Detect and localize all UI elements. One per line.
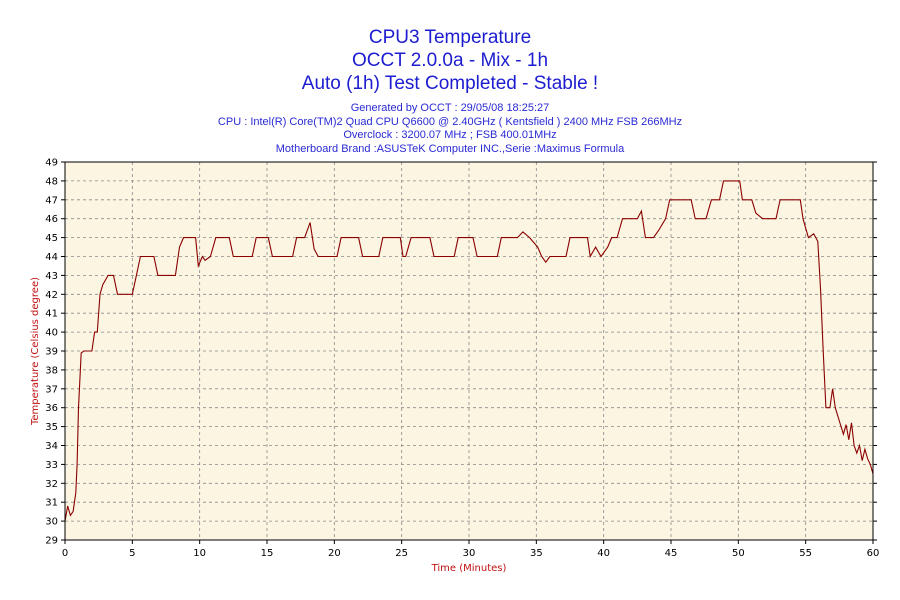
cpu-info: CPU : Intel(R) Core(TM)2 Quad CPU Q6600 … <box>217 115 683 128</box>
y-tick-label: 42 <box>45 290 58 301</box>
temperature-series-line <box>64 180 874 522</box>
motherboard-info: Motherboard Brand :ASUSTeK Computer INC.… <box>275 142 625 155</box>
y-tick-label: 46 <box>45 214 58 225</box>
chart-subtitle-status: Auto (1h) Test Completed - Stable ! <box>301 73 599 94</box>
x-tick-label: 10 <box>193 548 206 559</box>
y-tick-label: 41 <box>45 309 58 320</box>
y-tick-label: 40 <box>45 328 58 339</box>
overclock-info: Overclock : 3200.07 MHz ; FSB 400.01MHz <box>343 129 557 141</box>
x-tick-label: 50 <box>732 548 745 559</box>
y-tick-label: 36 <box>45 403 58 414</box>
y-tick-label: 39 <box>45 347 58 358</box>
x-tick-label: 45 <box>665 548 678 559</box>
x-tick-label: 60 <box>867 548 880 559</box>
y-tick-label: 31 <box>45 498 58 509</box>
y-tick-label: 34 <box>45 441 58 452</box>
y-tick-label: 35 <box>45 422 58 433</box>
x-tick-label: 0 <box>62 548 68 559</box>
x-tick-label: 20 <box>328 548 341 559</box>
y-tick-label: 33 <box>45 460 58 471</box>
generated-info: Generated by OCCT : 29/05/08 18:25:27 <box>350 102 550 114</box>
y-tick-label: 44 <box>45 252 58 263</box>
system-info-block: Generated by OCCT : 29/05/08 18:25:27 CP… <box>0 102 900 156</box>
y-tick-label: 30 <box>45 517 58 528</box>
x-axis-title: Time (Minutes) <box>431 563 507 574</box>
y-tick-label: 49 <box>45 158 58 169</box>
y-axis-title: Temperature (Celsius degree) <box>30 277 41 426</box>
y-tick-label: 43 <box>45 271 58 282</box>
chart-title: CPU3 Temperature <box>368 27 532 48</box>
x-tick-label: 30 <box>463 548 476 559</box>
grid-lines <box>65 162 873 540</box>
x-tick-label: 5 <box>129 548 135 559</box>
x-tick-label: 15 <box>261 548 274 559</box>
chart-title-block: CPU3 Temperature OCCT 2.0.0a - Mix - 1h … <box>0 26 900 95</box>
x-tick-label: 35 <box>530 548 543 559</box>
x-tick-label: 25 <box>395 548 408 559</box>
chart-subtitle-test: OCCT 2.0.0a - Mix - 1h <box>351 50 549 71</box>
axis-ticks: 29 30 31 32 33 34 35 36 37 38 39 40 41 42 43 44 45 46 47 48… <box>45 158 879 560</box>
y-tick-label: 29 <box>45 536 58 547</box>
x-tick-label: 55 <box>799 548 812 559</box>
y-tick-label: 45 <box>45 233 58 244</box>
y-tick-label: 37 <box>45 384 58 395</box>
y-tick-label: 38 <box>45 365 58 376</box>
y-tick-label: 47 <box>45 195 58 206</box>
plot-frame <box>64 161 874 541</box>
y-tick-label: 48 <box>45 176 58 187</box>
x-tick-label: 40 <box>597 548 610 559</box>
y-tick-label: 32 <box>45 479 58 490</box>
